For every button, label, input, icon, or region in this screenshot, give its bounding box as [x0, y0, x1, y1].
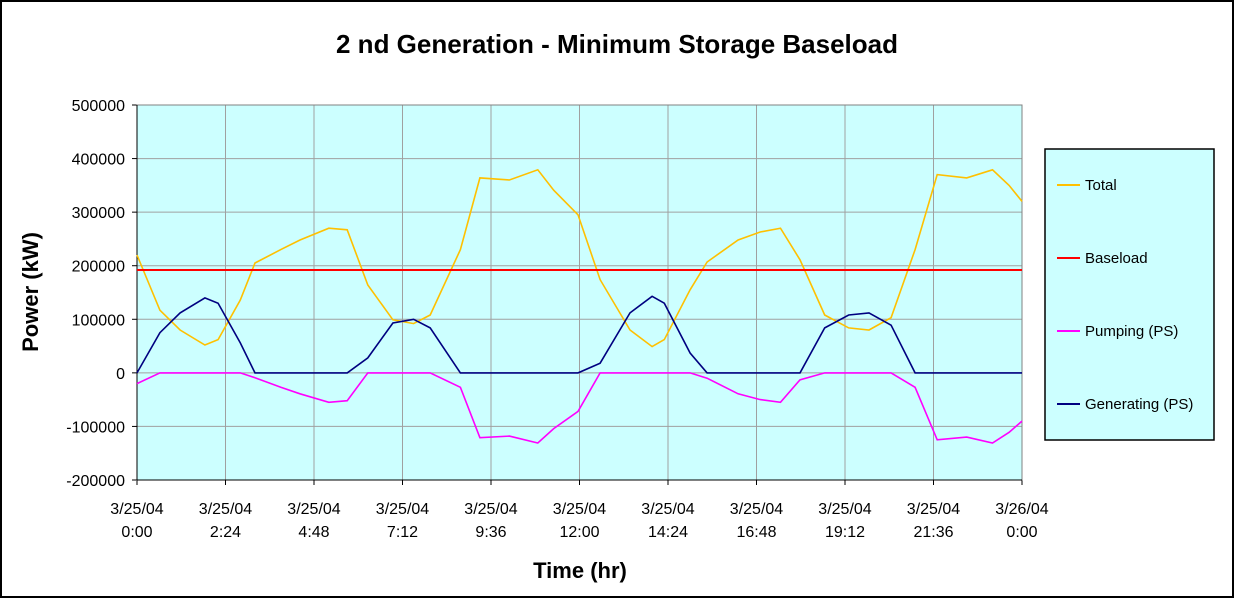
x-tick-label-line: 3/25/04	[464, 501, 517, 518]
x-tick-label-line: 3/25/04	[287, 501, 340, 518]
x-tick-label-line: 19:12	[825, 524, 865, 541]
x-tick-label: 3/25/04 2:24	[199, 501, 252, 541]
x-tick-label-line: 3/25/04	[730, 501, 783, 518]
y-tick-label: 0	[116, 366, 125, 383]
x-tick-label: 3/25/04 9:36	[464, 501, 517, 541]
x-tick-label-line: 0:00	[1006, 524, 1037, 541]
x-tick-label-line: 3/25/04	[376, 501, 429, 518]
legend-label: Generating (PS)	[1085, 396, 1193, 413]
x-tick-label-line: 7:12	[387, 524, 418, 541]
legend-label: Baseload	[1085, 250, 1148, 267]
y-tick-label: 200000	[72, 259, 125, 276]
x-tick-label-line: 14:24	[648, 524, 688, 541]
x-tick-label-line: 3/25/04	[907, 501, 960, 518]
series-line-total	[136, 168, 1023, 348]
x-tick-label: 3/25/04 0:00	[110, 501, 163, 541]
x-tick-label-line: 3/25/04	[641, 501, 694, 518]
x-tick-label-line: 4:48	[298, 524, 329, 541]
x-tick-label: 3/25/04 21:36	[907, 501, 960, 541]
y-tick-label: 400000	[72, 152, 125, 169]
x-tick-label: 3/25/04 14:24	[641, 501, 694, 541]
x-tick-label: 3/25/04 4:48	[287, 501, 340, 541]
x-tick-label-line: 2:24	[210, 524, 241, 541]
x-tick-label-line: 16:48	[736, 524, 776, 541]
y-tick-label: 300000	[72, 205, 125, 222]
x-tick-label-line: 3/25/04	[818, 501, 871, 518]
x-tick-label-line: 3/26/04	[995, 501, 1048, 518]
legend-box	[1044, 148, 1215, 441]
x-tick-label-line: 3/25/04	[553, 501, 606, 518]
x-tick-label-line: 21:36	[913, 524, 953, 541]
y-axis-label: Power (kW)	[18, 232, 43, 352]
legend-label: Pumping (PS)	[1085, 323, 1178, 340]
y-tick-label: -100000	[66, 419, 125, 436]
x-tick-label: 3/25/04 7:12	[376, 501, 429, 541]
x-tick-label-line: 0:00	[121, 524, 152, 541]
legend-label: Total	[1085, 177, 1117, 194]
x-tick-label-line: 12:00	[559, 524, 599, 541]
x-tick-label: 3/25/04 19:12	[818, 501, 871, 541]
chart-title: 2 nd Generation - Minimum Storage Baselo…	[336, 29, 898, 59]
x-axis-label: Time (hr)	[533, 558, 627, 583]
y-tick-label: 500000	[72, 98, 125, 115]
y-tick-label: 100000	[72, 312, 125, 329]
x-tick-label: 3/26/04 0:00	[995, 501, 1048, 541]
x-tick-label: 3/25/04 16:48	[730, 501, 783, 541]
series-line-pumping-ps	[136, 372, 1023, 444]
x-tick-label: 3/25/04 12:00	[553, 501, 606, 541]
x-tick-label-line: 3/25/04	[110, 501, 163, 518]
x-tick-label-line: 9:36	[475, 524, 506, 541]
series-line-generating-ps	[136, 295, 1022, 374]
y-tick-label: -200000	[66, 473, 125, 490]
x-tick-label-line: 3/25/04	[199, 501, 252, 518]
